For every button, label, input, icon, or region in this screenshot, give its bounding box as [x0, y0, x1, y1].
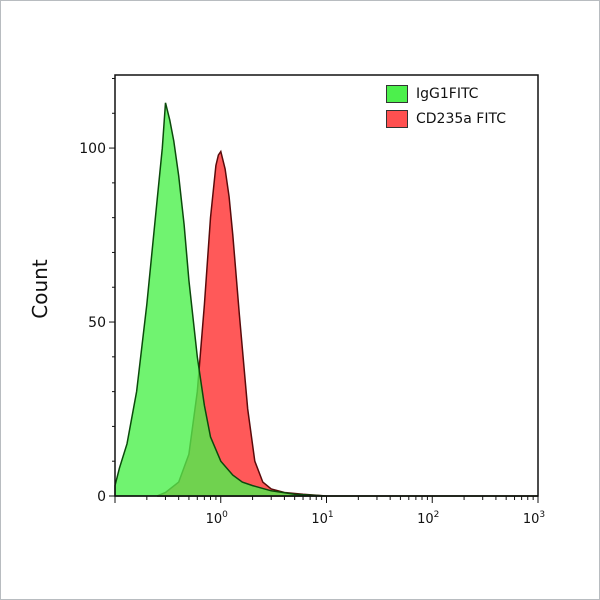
y-tick-label: 0 [97, 489, 106, 505]
x-tick-label: 101 [311, 510, 333, 527]
x-tick-label: 103 [523, 510, 545, 527]
legend: IgG1FITC CD235a FITC [382, 81, 506, 131]
legend-item-igg1fitc: IgG1FITC [382, 81, 506, 106]
legend-swatch-red [386, 109, 408, 128]
y-tick-label: 50 [88, 315, 106, 331]
x-tick-label: 102 [417, 510, 439, 527]
y-tick-label: 100 [79, 141, 106, 157]
legend-swatch-green [386, 84, 408, 103]
y-axis-label: Count [28, 259, 52, 319]
legend-item-cd235a-fitc: CD235a FITC [382, 106, 506, 131]
legend-label: IgG1FITC [416, 85, 479, 102]
series-igg1fitc [114, 102, 538, 497]
legend-label: CD235a FITC [416, 110, 506, 127]
x-tick-label: 100 [206, 510, 229, 527]
